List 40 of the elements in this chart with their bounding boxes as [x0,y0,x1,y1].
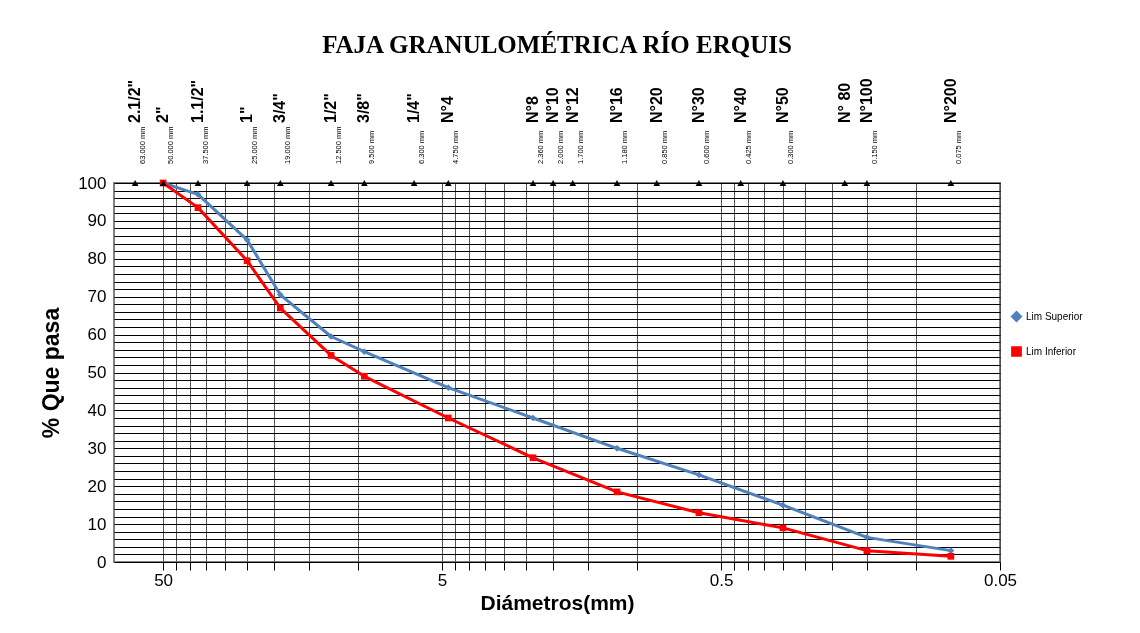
y-tick-label: 10 [87,514,107,534]
y-tick-label: 100 [78,173,107,193]
x-tick-label: 0.5 [709,570,734,590]
text: 3/4" [271,93,289,123]
text: N° 80 [835,82,853,123]
text: N°50 [773,87,791,123]
y-tick-label: 60 [87,325,107,345]
text: N°10 [544,87,562,123]
y-tick-label: 20 [87,476,107,496]
y-tick-label: 30 [87,438,107,458]
x-axis-title: Diámetros(mm) [480,590,635,614]
y-tick-label: 40 [87,400,107,420]
y-tick-label: 80 [87,249,107,269]
x-tick-label: 50 [154,570,174,590]
y-tick-label: 90 [87,211,107,231]
text: N°40 [731,87,749,123]
y-tick-label: 70 [87,287,107,307]
text: N°12 [563,87,581,123]
text: 2.1/2" [126,79,144,123]
text: N°30 [689,87,707,123]
text: 2" [154,106,172,123]
text: 1.1/2" [188,79,206,123]
chart-title: FAJA GRANULOMÉTRICA RÍO ERQUIS [322,31,792,58]
text: 1" [238,106,256,123]
y-tick-label: 0 [97,552,107,572]
text: N°8 [524,96,542,123]
y-axis-title: % Que pasa [38,307,65,439]
x-tick-label: 0.05 [983,570,1018,590]
x-tick-label: 5 [437,570,448,590]
text: N°4 [439,96,457,123]
text: 3/8" [355,93,373,123]
legend-label: Lim Superior [1026,310,1084,322]
y-tick-label: 50 [87,363,107,382]
text: N°200 [941,78,959,123]
text: N°100 [857,78,875,123]
text: 1/4" [405,93,423,123]
text: N°16 [608,87,626,123]
text: N°20 [647,87,665,123]
legend-label: Lim Inferior [1026,345,1077,357]
text: 1/2" [322,93,340,123]
